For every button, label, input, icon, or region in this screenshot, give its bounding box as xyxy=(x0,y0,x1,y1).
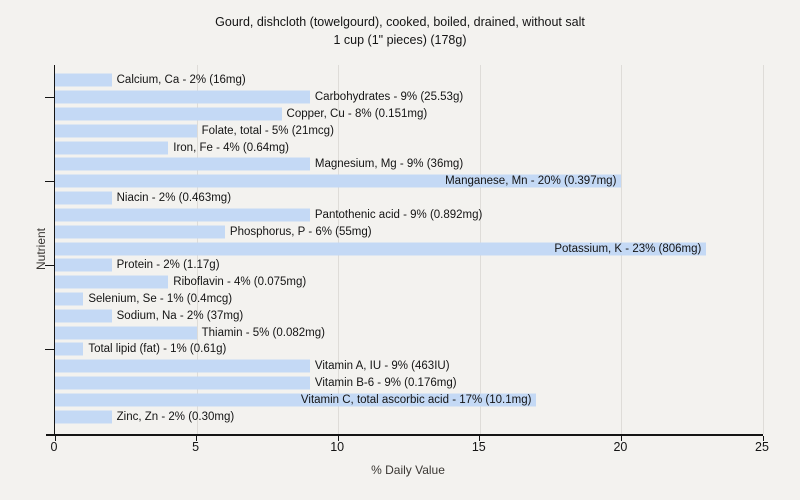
bar-row: Folate, total - 5% (21mcg) xyxy=(55,122,763,139)
bar xyxy=(55,326,197,340)
bar-label: Magnesium, Mg - 9% (36mg) xyxy=(314,158,464,171)
y-axis-title: Nutrient xyxy=(34,227,48,271)
bar-row: Protein - 2% (1.17g) xyxy=(45,257,763,274)
bar-row: Selenium, Se - 1% (0.4mcg) xyxy=(55,291,763,308)
bar-label: Pantothenic acid - 9% (0.892mg) xyxy=(314,208,483,221)
bar xyxy=(55,275,169,289)
bar-label: Iron, Fe - 4% (0.64mg) xyxy=(173,141,289,154)
x-axis-tick xyxy=(479,436,481,441)
bar xyxy=(55,376,310,390)
chart-title: Gourd, dishcloth (towelgourd), cooked, b… xyxy=(0,13,800,49)
chart-title-line2: 1 cup (1" pieces) (178g) xyxy=(333,33,467,47)
bar xyxy=(55,191,112,205)
bar-label: Zinc, Zn - 2% (0.30mg) xyxy=(116,410,235,423)
x-axis-tick xyxy=(620,436,622,441)
bar xyxy=(55,359,310,373)
bar xyxy=(55,225,225,239)
y-axis-tick xyxy=(45,265,54,267)
bar-row: Calcium, Ca - 2% (16mg) xyxy=(55,72,763,89)
bars-container: Calcium, Ca - 2% (16mg) Carbohydrates - 9… xyxy=(45,65,763,434)
bar xyxy=(55,242,707,256)
x-axis-title: % Daily Value xyxy=(371,463,445,477)
bar-label: Total lipid (fat) - 1% (0.61g) xyxy=(88,343,227,356)
bar-label: Calcium, Ca - 2% (16mg) xyxy=(116,74,246,87)
bar xyxy=(55,410,112,424)
bar-row: Magnesium, Mg - 9% (36mg) xyxy=(55,156,763,173)
bar-row: Vitamin B-6 - 9% (0.176mg) xyxy=(55,375,763,392)
bar xyxy=(55,73,112,87)
bar-row: Thiamin - 5% (0.082mg) xyxy=(55,324,763,341)
bar-row: Niacin - 2% (0.463mg) xyxy=(55,190,763,207)
bar-row: Sodium, Na - 2% (37mg) xyxy=(55,307,763,324)
x-axis-tick xyxy=(762,436,764,441)
bar-row: Total lipid (fat) - 1% (0.61g) xyxy=(45,341,763,358)
bar-row: Vitamin A, IU - 9% (463IU) xyxy=(55,358,763,375)
bar xyxy=(55,258,112,272)
y-axis-tick xyxy=(45,97,54,99)
plot-area: Calcium, Ca - 2% (16mg) Carbohydrates - 9… xyxy=(45,65,764,441)
bar xyxy=(55,107,282,121)
bar-row: Potassium, K - 23% (806mg) xyxy=(55,240,763,257)
bar xyxy=(55,208,310,222)
bar-row: Phosphorus, P - 6% (55mg) xyxy=(55,223,763,240)
bar-row: Carbohydrates - 9% (25.53g) xyxy=(45,89,763,106)
bar-label: Phosphorus, P - 6% (55mg) xyxy=(229,225,372,238)
bar-row: Zinc, Zn - 2% (0.30mg) xyxy=(55,408,763,425)
bar-label: Copper, Cu - 8% (0.151mg) xyxy=(286,108,428,121)
bar-label: Vitamin C, total ascorbic acid - 17% (10… xyxy=(300,393,532,406)
bar xyxy=(55,174,622,188)
x-axis-tick-labels: 0 5 10 15 20 25 xyxy=(50,440,769,456)
bar-row: Iron, Fe - 4% (0.64mg) xyxy=(55,139,763,156)
chart-title-line1: Gourd, dishcloth (towelgourd), cooked, b… xyxy=(215,15,585,29)
bar-row: Copper, Cu - 8% (0.151mg) xyxy=(55,106,763,123)
bar-label: Vitamin B-6 - 9% (0.176mg) xyxy=(314,377,457,390)
bar xyxy=(55,124,197,138)
bar-label: Sodium, Na - 2% (37mg) xyxy=(116,309,244,322)
bar-label: Potassium, K - 23% (806mg) xyxy=(554,242,702,255)
x-axis-tick xyxy=(337,436,339,441)
bar xyxy=(55,292,84,306)
bar-row: Vitamin C, total ascorbic acid - 17% (10… xyxy=(55,391,763,408)
x-axis-tick-label: 0 xyxy=(50,440,58,454)
x-axis-tick-label: 15 xyxy=(471,440,486,454)
bar-label: Vitamin A, IU - 9% (463IU) xyxy=(314,360,450,373)
x-axis-tick-label: 5 xyxy=(192,440,200,454)
bar xyxy=(55,342,84,356)
bar-label: Folate, total - 5% (21mcg) xyxy=(201,124,334,137)
x-axis-tick-label: 20 xyxy=(613,440,628,454)
bar xyxy=(55,157,310,171)
bar-row: Riboflavin - 4% (0.075mg) xyxy=(55,274,763,291)
bar-label: Riboflavin - 4% (0.075mg) xyxy=(173,276,307,289)
x-axis-tick xyxy=(196,436,198,441)
x-axis-tick-label: 10 xyxy=(330,440,345,454)
bar-row: Pantothenic acid - 9% (0.892mg) xyxy=(55,207,763,224)
bar-row: Manganese, Mn - 20% (0.397mg) xyxy=(45,173,763,190)
bar-label: Carbohydrates - 9% (25.53g) xyxy=(314,91,464,104)
bar-label: Thiamin - 5% (0.082mg) xyxy=(201,326,325,339)
gridline xyxy=(763,65,764,434)
x-axis-tick-label: 25 xyxy=(755,440,769,454)
bar xyxy=(55,90,310,104)
bar xyxy=(55,141,169,155)
bar-label: Manganese, Mn - 20% (0.397mg) xyxy=(445,175,617,188)
bar-label: Niacin - 2% (0.463mg) xyxy=(116,192,232,205)
bar xyxy=(55,309,112,323)
bar-label: Selenium, Se - 1% (0.4mcg) xyxy=(88,292,233,305)
bar xyxy=(55,393,537,407)
y-axis-tick xyxy=(45,181,54,183)
y-axis-tick xyxy=(45,349,54,351)
y-axis-end-tick xyxy=(46,434,55,436)
x-axis-tick xyxy=(54,436,56,441)
bar-label: Protein - 2% (1.17g) xyxy=(116,259,220,272)
